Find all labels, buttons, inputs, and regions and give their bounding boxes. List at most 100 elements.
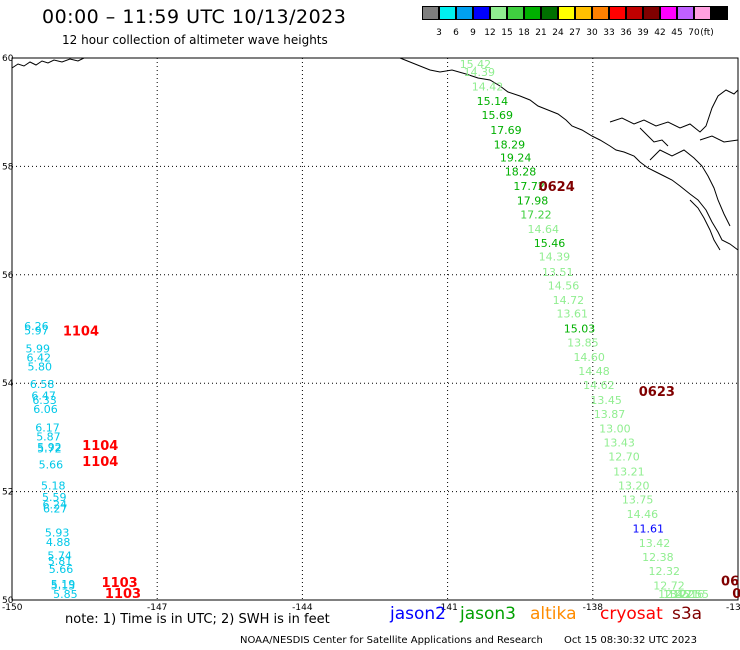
color-swatch — [677, 6, 694, 20]
color-scale-label: 6 — [453, 28, 459, 38]
wave-height-value: 5.80 — [27, 361, 52, 374]
wave-height-value: 5.85 — [53, 588, 78, 601]
wave-height-value: 5.99 — [26, 342, 51, 355]
inside-passage-coastline — [609, 89, 739, 133]
wave-height-value: 13.75 — [622, 494, 654, 507]
color-swatch — [592, 6, 609, 20]
longitude-tick-label: -13 — [726, 603, 740, 613]
pass-time-label: 1103 — [102, 576, 138, 591]
wave-height-value: 6.42 — [27, 352, 52, 365]
wave-height-value: 14.39 — [539, 251, 571, 264]
page-subtitle: 12 hour collection of altimeter wave hei… — [62, 33, 328, 47]
footer-credit: NOAA/NESDIS Center for Satellite Applica… — [240, 635, 715, 646]
wave-height-value: 13.42 — [639, 537, 671, 550]
wave-height-value: 5.18 — [41, 479, 66, 492]
latitude-tick-label: 60 — [2, 54, 14, 64]
wave-height-value: 12.70 — [608, 451, 640, 464]
color-scale-unit: (ft) — [700, 28, 714, 38]
color-scale-label: 33 — [603, 28, 615, 38]
pass-time-label: 1104 — [82, 455, 118, 470]
pass-time-label: 1103 — [105, 587, 141, 602]
pass-time-label: 1104 — [82, 439, 118, 454]
island-coastline-4 — [699, 135, 739, 143]
axis-labels: 60 58 56 54 52 50-150 -147 -144 -141 -138 -13 — [2, 54, 740, 613]
wave-height-value: 12.55 — [678, 588, 710, 601]
color-scale-label: 15 — [501, 28, 513, 38]
wave-height-value: 13.87 — [594, 408, 626, 421]
wave-height-value: 17.22 — [520, 208, 552, 221]
color-swatch — [456, 6, 473, 20]
legend-item-s3a: s3a — [672, 604, 703, 624]
wave-height-value: 17.98 — [517, 194, 549, 207]
wave-height-value: 5.66 — [49, 563, 73, 576]
wave-height-value: 12.45 — [658, 588, 690, 601]
generated-timestamp: Oct 15 08:30:32 UTC 2023 — [564, 635, 697, 646]
wave-height-value: 6.47 — [31, 389, 56, 402]
color-scale-label: 9 — [470, 28, 476, 38]
wave-height-value: 6.26 — [24, 320, 48, 333]
legend-item-jason2: jason2 — [390, 604, 446, 624]
longitude-tick-label: -147 — [147, 603, 167, 613]
wave-height-value: 5.74 — [47, 549, 72, 562]
color-swatch — [558, 6, 575, 20]
wave-height-value: 12.16 — [673, 588, 705, 601]
wave-height-value: 14.48 — [578, 365, 610, 378]
wave-height-value: 15.14 — [477, 95, 509, 108]
alaska-gulf-coastline — [399, 57, 739, 251]
wave-height-value: 15.03 — [564, 322, 596, 335]
color-scale-label: 18 — [518, 28, 530, 38]
wave-height-value: 13.21 — [613, 465, 645, 478]
wave-height-value: 14.46 — [627, 508, 659, 521]
color-scale-label: 30 — [586, 28, 598, 38]
color-scale-label: 12 — [484, 28, 496, 38]
island-coastline-3 — [639, 127, 669, 147]
wave-height-value: 11.61 — [632, 522, 664, 535]
color-scale-label: 39 — [637, 28, 649, 38]
longitude-tick-label: -138 — [583, 603, 604, 613]
wave-height-value: 15.42 — [460, 58, 492, 71]
wave-height-observations: 15.4214.3914.4215.1415.6917.6918.2919.24… — [24, 58, 709, 601]
wave-height-value: 5.19 — [51, 578, 76, 591]
color-swatch — [575, 6, 592, 20]
wave-height-value: 13.00 — [599, 423, 631, 436]
wave-height-value: 6.06 — [33, 403, 58, 416]
alaska-coastline — [11, 57, 85, 69]
pass-time-label: 0 — [732, 587, 740, 602]
latitude-tick-label: 50 — [2, 596, 14, 606]
map-frame — [11, 57, 739, 601]
color-swatch — [694, 6, 711, 20]
legend-item-cryosat: cryosat — [600, 604, 663, 624]
color-scale-label: 21 — [535, 28, 547, 38]
wave-height-value: 19.24 — [500, 152, 532, 165]
page-title: 00:00 – 11:59 UTC 10/13/2023 — [42, 6, 347, 28]
latitude-tick-label: 56 — [2, 271, 14, 281]
wave-height-value: 14.64 — [527, 223, 559, 236]
longitude-tick-label: -150 — [2, 603, 23, 613]
legend-item-altika: altika — [530, 604, 577, 624]
color-scale-label: 36 — [620, 28, 632, 38]
wave-height-value: 12.72 — [653, 580, 685, 593]
wave-height-value: 12.71 — [668, 588, 700, 601]
wave-height-value: 13.22 — [663, 588, 695, 601]
color-swatch — [490, 6, 507, 20]
color-swatch — [541, 6, 558, 20]
wave-height-value: 12.38 — [642, 551, 674, 564]
longitude-tick-label: -141 — [437, 603, 457, 613]
pass-time-label: 062 — [721, 574, 740, 589]
coastline — [11, 57, 739, 251]
color-swatch — [609, 6, 626, 20]
latitude-tick-label: 52 — [2, 488, 13, 498]
pass-time-tags: 06240623110411041104110311030620 — [63, 180, 740, 602]
color-swatch — [507, 6, 524, 20]
color-scale-label: 3 — [436, 28, 442, 38]
wave-height-value: 17.69 — [490, 124, 522, 137]
wave-height-value: 15.46 — [534, 237, 566, 250]
color-swatch — [439, 6, 456, 20]
color-swatch — [660, 6, 677, 20]
wave-height-value: 18.29 — [494, 139, 525, 152]
wave-height-value: 6.17 — [35, 421, 60, 434]
color-scale-label: 45 — [671, 28, 683, 38]
wave-height-value: 6.27 — [43, 503, 67, 516]
wave-height-value: 4.88 — [46, 536, 71, 549]
